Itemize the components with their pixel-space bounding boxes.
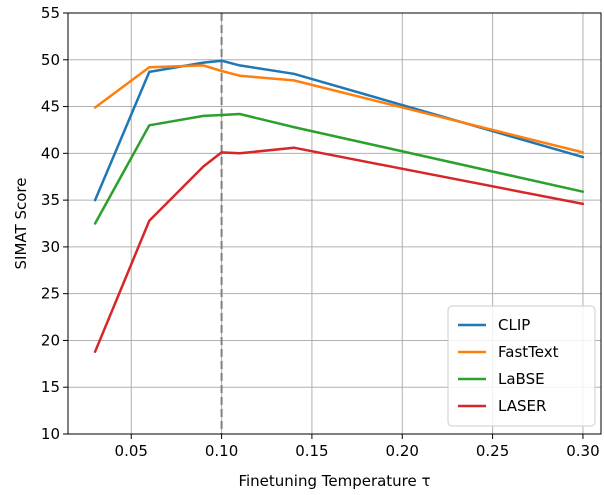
x-axis-ticks: 0.05 0.10 0.15 0.20 0.25 0.30 bbox=[115, 434, 600, 460]
legend-label-labse: LaBSE bbox=[498, 370, 545, 388]
grid bbox=[68, 12, 601, 435]
series-line-laser bbox=[93, 146, 585, 353]
x-tick-label: 0.05 bbox=[115, 442, 148, 460]
legend-box bbox=[447, 305, 596, 427]
legend: CLIP FastText LaBSE LASER bbox=[447, 305, 596, 427]
y-tick-label: 25 bbox=[41, 285, 60, 303]
x-axis-label: Finetuning Temperature τ bbox=[238, 472, 430, 490]
y-tick-label: 55 bbox=[41, 4, 60, 22]
y-axis-label: SIMAT Score bbox=[12, 178, 30, 270]
legend-label-fasttext: FastText bbox=[498, 343, 559, 361]
x-tick-label: 0.10 bbox=[205, 442, 238, 460]
series-line-clip bbox=[93, 59, 585, 202]
y-axis-ticks: 10 15 20 25 30 35 40 45 50 55 bbox=[41, 4, 68, 443]
y-tick-label: 40 bbox=[41, 144, 60, 162]
legend-label-laser: LASER bbox=[498, 397, 546, 415]
y-tick-label: 20 bbox=[41, 331, 60, 349]
y-tick-label: 35 bbox=[41, 191, 60, 209]
series-line-fasttext bbox=[93, 64, 585, 154]
y-tick-label: 30 bbox=[41, 238, 60, 256]
x-tick-label: 0.20 bbox=[386, 442, 419, 460]
y-tick-label: 45 bbox=[41, 98, 60, 116]
y-tick-label: 15 bbox=[41, 378, 60, 396]
legend-label-clip: CLIP bbox=[498, 316, 530, 334]
y-tick-label: 50 bbox=[41, 51, 60, 69]
y-tick-label: 10 bbox=[41, 425, 60, 443]
x-tick-label: 0.30 bbox=[566, 442, 599, 460]
series-line-labse bbox=[93, 112, 585, 225]
x-tick-label: 0.25 bbox=[476, 442, 509, 460]
plot-frame bbox=[67, 12, 602, 435]
x-tick-label: 0.15 bbox=[295, 442, 328, 460]
series-lines bbox=[93, 59, 585, 353]
